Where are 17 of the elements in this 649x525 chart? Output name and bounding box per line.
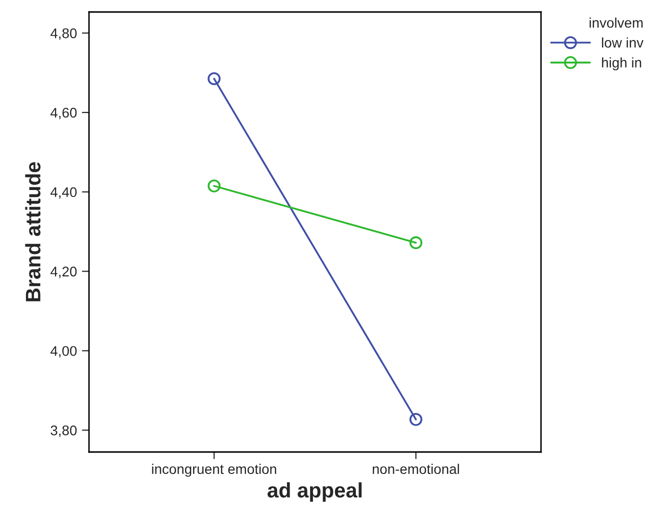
y-axis-title: Brand attitude xyxy=(25,162,40,302)
y-tick-label: 4,60 xyxy=(50,108,77,120)
legend-label: low inv xyxy=(602,37,644,48)
point xyxy=(208,72,221,86)
x-axis-title: ad appeal xyxy=(268,482,362,502)
point xyxy=(409,412,422,426)
y-tick-label: 4,40 xyxy=(50,187,77,199)
x-tick-label: incongruent emotion xyxy=(152,464,276,477)
y-tick-label: 3,80 xyxy=(50,425,77,437)
y-tick-label: 4,20 xyxy=(50,266,77,278)
y-tick-label: 4,00 xyxy=(50,346,77,358)
point xyxy=(208,179,221,192)
legend-title: involvem xyxy=(590,18,643,28)
legend-label: high in xyxy=(602,57,642,70)
y-tick-label: 4,80 xyxy=(50,28,77,40)
x-tick-label: non-emotional xyxy=(372,464,459,474)
point xyxy=(409,236,422,250)
